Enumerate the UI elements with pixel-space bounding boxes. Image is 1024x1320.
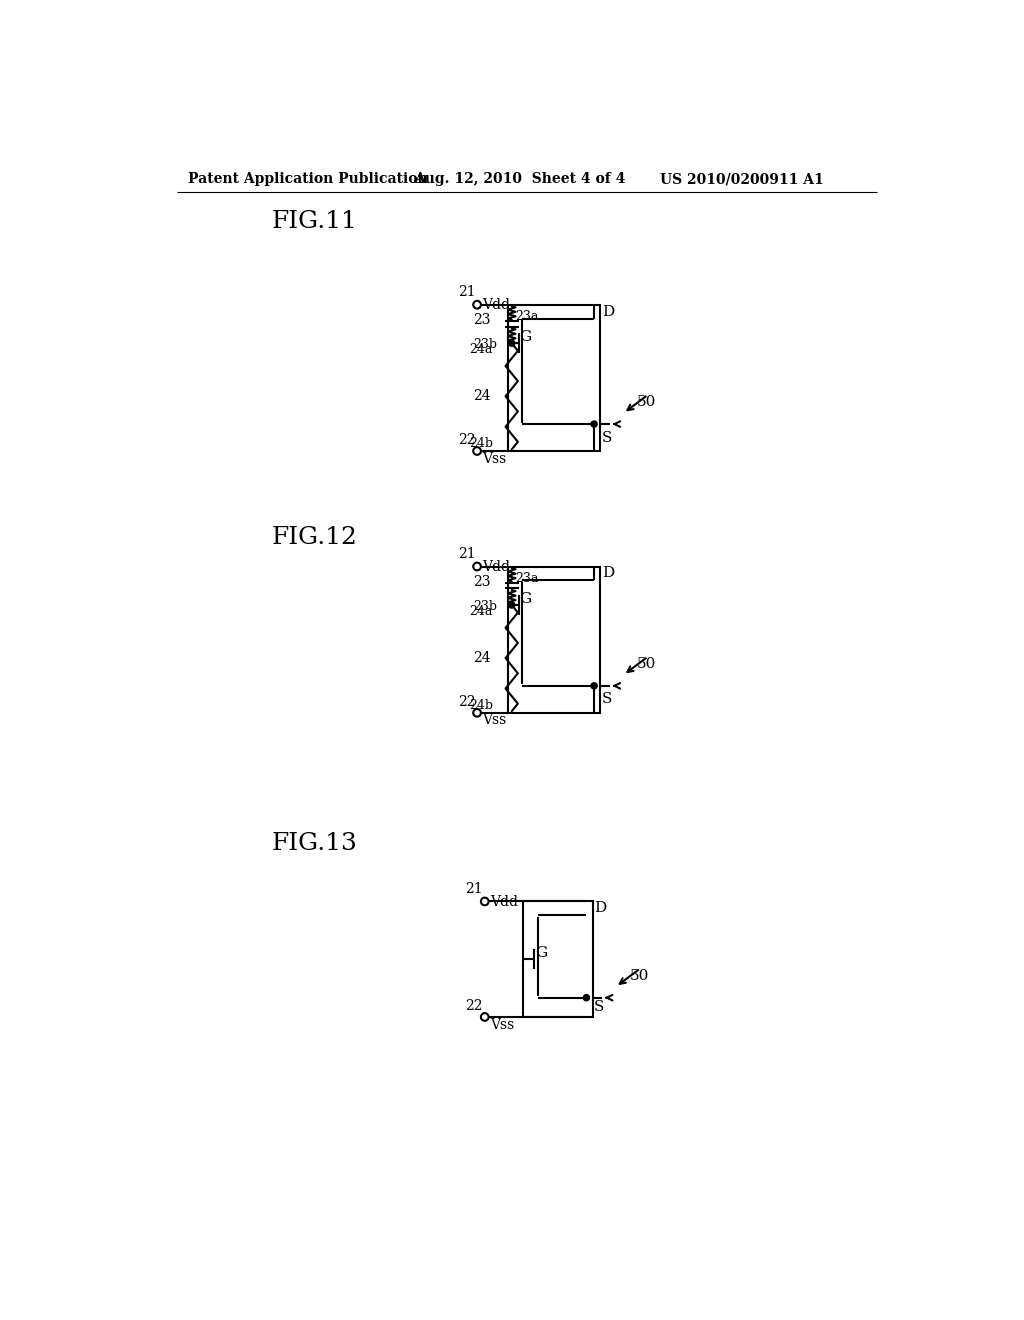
Text: FIG.13: FIG.13 — [271, 832, 357, 855]
Text: Patent Application Publication: Patent Application Publication — [188, 172, 428, 186]
Text: D: D — [602, 566, 614, 581]
Text: 23: 23 — [473, 313, 490, 327]
Text: 23a: 23a — [515, 572, 539, 585]
Text: G: G — [535, 946, 547, 960]
Text: 23: 23 — [473, 576, 490, 589]
Text: 50: 50 — [637, 396, 656, 409]
Text: D: D — [602, 305, 614, 318]
Text: FIG.11: FIG.11 — [271, 210, 357, 234]
Text: 50: 50 — [637, 657, 656, 672]
Text: 22: 22 — [458, 696, 475, 709]
Bar — [508, 566, 600, 713]
Text: US 2010/0200911 A1: US 2010/0200911 A1 — [660, 172, 824, 186]
Bar — [508, 305, 600, 451]
Circle shape — [509, 602, 515, 609]
Text: Vdd: Vdd — [482, 560, 510, 574]
Text: Vss: Vss — [490, 1018, 514, 1032]
Text: 24: 24 — [473, 651, 490, 665]
Text: 24a: 24a — [469, 343, 493, 356]
Text: S: S — [602, 430, 612, 445]
Text: 22: 22 — [458, 433, 475, 447]
Text: 50: 50 — [630, 969, 649, 983]
Text: FIG.12: FIG.12 — [271, 525, 357, 549]
Text: 21: 21 — [458, 285, 475, 300]
Circle shape — [509, 341, 515, 346]
Text: 23a: 23a — [515, 310, 539, 323]
Text: 24b: 24b — [469, 437, 494, 450]
Text: Aug. 12, 2010  Sheet 4 of 4: Aug. 12, 2010 Sheet 4 of 4 — [414, 172, 626, 186]
Text: 23b: 23b — [473, 601, 498, 612]
Text: S: S — [602, 692, 612, 706]
Text: Vss: Vss — [482, 451, 507, 466]
Text: 24: 24 — [473, 389, 490, 404]
Text: 24b: 24b — [469, 698, 494, 711]
Text: 23b: 23b — [473, 338, 498, 351]
Bar — [523, 902, 593, 1016]
Text: G: G — [519, 330, 531, 345]
Text: Vss: Vss — [482, 714, 507, 727]
Text: Vdd: Vdd — [490, 895, 518, 909]
Text: 21: 21 — [466, 882, 483, 896]
Text: Vdd: Vdd — [482, 298, 510, 313]
Text: D: D — [594, 902, 606, 915]
Text: G: G — [519, 591, 531, 606]
Circle shape — [591, 421, 597, 428]
Text: 21: 21 — [458, 548, 475, 561]
Circle shape — [591, 682, 597, 689]
Text: 22: 22 — [466, 999, 483, 1014]
Text: 24a: 24a — [469, 605, 493, 618]
Circle shape — [584, 995, 590, 1001]
Text: S: S — [594, 1001, 604, 1014]
